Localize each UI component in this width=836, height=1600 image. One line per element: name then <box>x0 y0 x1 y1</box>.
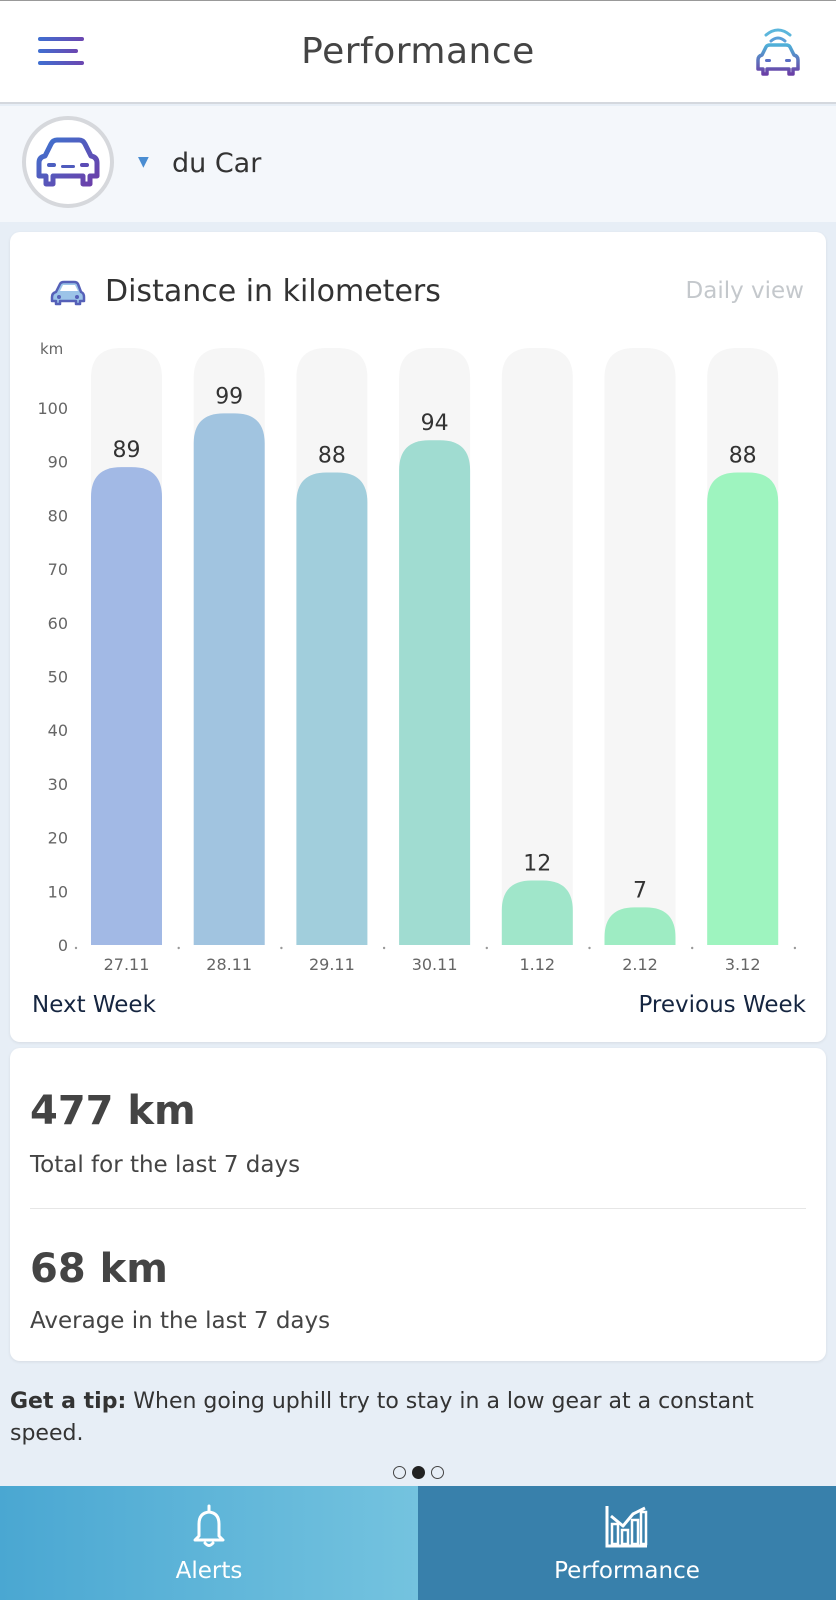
vehicle-selector[interactable]: ▼ du Car <box>0 106 836 222</box>
page-title: Performance <box>301 31 535 72</box>
small-car-icon <box>50 280 86 306</box>
bar-value-label: 7 <box>633 878 647 903</box>
x-tick-label: 29.11 <box>309 955 355 972</box>
bar <box>91 467 162 945</box>
tab-alerts[interactable]: Alerts <box>0 1486 418 1600</box>
bottom-tab-bar: Alerts Performance <box>0 1486 836 1600</box>
bar-value-label: 99 <box>215 384 243 409</box>
tab-performance[interactable]: Performance <box>418 1486 836 1600</box>
daily-view-toggle[interactable]: Daily view <box>685 278 804 304</box>
x-tick-mark <box>691 946 694 950</box>
total-distance-value: 477 km <box>30 1088 196 1134</box>
average-distance-value: 68 km <box>30 1246 168 1292</box>
bar-track <box>501 348 573 945</box>
y-tick-label: 90 <box>48 453 68 472</box>
x-tick-label: 30.11 <box>412 955 458 972</box>
distance-bar-chart: km 0 10 20 30 40 50 60 70 80 90 100 89 27.11 99 28.11 88… <box>37 340 797 972</box>
y-tick-label: 20 <box>48 829 68 848</box>
bar-track <box>604 348 676 945</box>
page-indicator <box>0 1462 836 1481</box>
x-tick-mark <box>793 946 797 950</box>
car-icon <box>36 137 100 187</box>
tab-alerts-label: Alerts <box>175 1558 243 1584</box>
bar-value-label: 88 <box>729 443 757 468</box>
performance-chart-icon <box>605 1506 648 1548</box>
x-tick-label: 27.11 <box>104 955 150 972</box>
y-axis-unit-label: km <box>40 340 63 358</box>
total-distance-label: Total for the last 7 days <box>30 1152 301 1178</box>
x-tick-mark <box>280 946 283 950</box>
next-week-link[interactable]: Next Week <box>32 992 156 1018</box>
tab-performance-label: Performance <box>554 1558 700 1584</box>
bar <box>296 472 368 945</box>
bar-value-label: 94 <box>421 411 449 436</box>
bar <box>707 472 779 945</box>
y-tick-label: 40 <box>48 721 68 740</box>
tip-label: Get a tip: <box>10 1389 127 1414</box>
page-dot[interactable] <box>430 1466 444 1479</box>
vehicle-name[interactable]: du Car <box>172 148 262 179</box>
previous-week-link[interactable]: Previous Week <box>638 992 806 1018</box>
average-distance-label: Average in the last 7 days <box>30 1308 331 1334</box>
y-tick-label: 60 <box>48 614 68 633</box>
tip-text: When going uphill try to stay in a low g… <box>10 1389 754 1446</box>
x-tick-label: 1.12 <box>519 955 555 972</box>
x-tick-mark <box>485 946 488 950</box>
driving-tip: Get a tip: When going uphill try to stay… <box>10 1386 810 1450</box>
page-dot[interactable] <box>392 1466 406 1479</box>
y-tick-label: 0 <box>58 936 68 955</box>
bar <box>193 413 265 945</box>
bar <box>399 440 471 945</box>
bell-icon <box>193 1504 225 1547</box>
vehicle-avatar[interactable] <box>22 116 114 208</box>
x-tick-label: 2.12 <box>622 955 658 972</box>
bar <box>501 880 573 945</box>
top-app-bar: Performance <box>0 0 836 104</box>
x-tick-label: 3.12 <box>725 955 761 972</box>
bar-value-label: 12 <box>523 852 551 877</box>
chevron-down-icon[interactable]: ▼ <box>138 154 149 170</box>
x-tick-mark <box>382 946 386 950</box>
bar-value-label: 88 <box>318 443 346 468</box>
y-tick-label: 30 <box>48 775 68 794</box>
y-tick-label: 80 <box>48 506 68 525</box>
distance-chart-card: Distance in kilometers Daily view km 0 10 2… <box>10 232 826 1042</box>
x-tick-mark <box>74 946 78 950</box>
bar <box>604 907 676 945</box>
y-tick-label: 70 <box>48 560 68 579</box>
stats-divider <box>30 1208 806 1209</box>
y-tick-label: 100 <box>37 399 68 418</box>
chart-title: Distance in kilometers <box>105 274 441 309</box>
x-tick-mark <box>177 946 180 950</box>
hamburger-menu-icon[interactable] <box>38 33 90 71</box>
connected-car-icon[interactable] <box>754 25 802 79</box>
y-tick-label: 50 <box>48 668 68 687</box>
bar-value-label: 89 <box>113 438 141 463</box>
page-dot-active[interactable] <box>411 1466 425 1479</box>
stats-card: 477 km Total for the last 7 days 68 km A… <box>10 1048 826 1361</box>
y-tick-label: 10 <box>48 882 68 901</box>
x-tick-label: 28.11 <box>206 955 252 972</box>
x-tick-mark <box>588 946 591 950</box>
